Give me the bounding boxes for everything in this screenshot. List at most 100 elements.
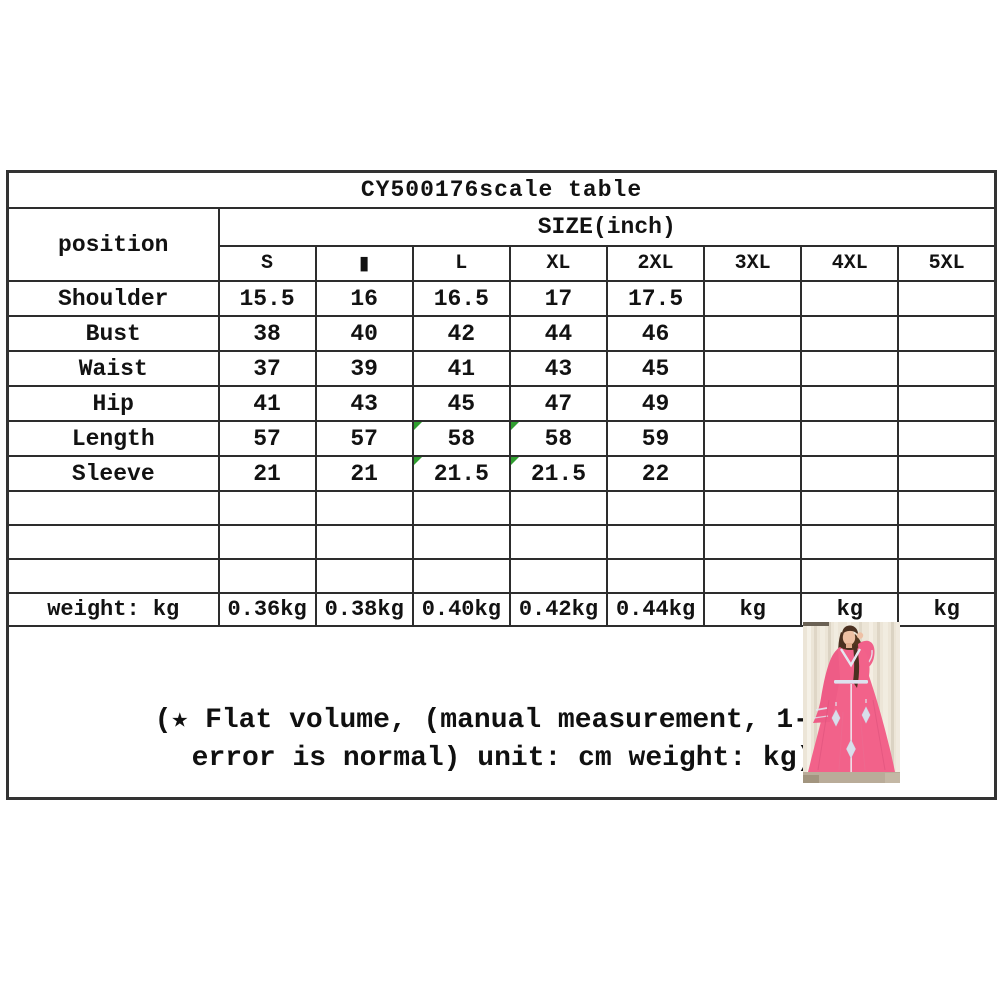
empty-cell	[314, 524, 414, 560]
table-row-hip: Hip 41 43 45 47 49	[6, 385, 997, 422]
empty-cell	[6, 490, 220, 526]
empty-cell	[800, 524, 900, 560]
size-cell	[703, 315, 803, 352]
empty-cell	[314, 558, 414, 594]
empty-cell	[897, 490, 997, 526]
excel-flag-icon	[511, 423, 519, 430]
size-cell	[800, 455, 900, 492]
size-cell	[897, 420, 997, 457]
note-line-1: (★ Flat volume, (manual measurement, 1-3…	[154, 705, 861, 736]
empty-cell	[314, 490, 414, 526]
weight-cell: 0.38kg	[314, 592, 414, 627]
table-row-length: Length 57 57 58 58 59	[6, 420, 997, 457]
size-col-2xl: 2XL	[605, 245, 706, 282]
size-col-s: S	[217, 245, 317, 282]
weight-cell: kg	[703, 592, 803, 627]
row-label: Hip	[6, 385, 220, 422]
size-cell	[897, 385, 997, 422]
size-chart-sheet: CY500176scale table position SIZE(inch) …	[6, 170, 997, 800]
weight-cell: 0.36kg	[217, 592, 317, 627]
empty-cell	[411, 524, 511, 560]
size-cell	[800, 315, 900, 352]
empty-cell	[508, 490, 609, 526]
empty-cell	[217, 524, 317, 560]
table-row-sleeve: Sleeve 21 21 21.5 21.5 22	[6, 455, 997, 492]
weight-cell: kg	[800, 592, 900, 627]
size-cell: 43	[314, 385, 414, 422]
table-row: CY500176scale table	[6, 170, 997, 209]
position-header: position	[6, 207, 220, 282]
size-cell	[897, 455, 997, 492]
weight-cell: kg	[897, 592, 997, 627]
excel-flag-icon	[414, 458, 422, 465]
row-label: Waist	[6, 350, 220, 387]
empty-cell	[605, 490, 706, 526]
product-photo	[803, 622, 900, 783]
size-col-3xl: 3XL	[703, 245, 803, 282]
table-row: S ▮ L XL 2XL 3XL 4XL 5XL	[8, 245, 997, 282]
cell-value: 58	[447, 425, 476, 452]
size-cell	[897, 350, 997, 387]
excel-flag-icon	[511, 458, 519, 465]
table-row-empty	[6, 524, 997, 560]
table-row-waist: Waist 37 39 41 43 45	[6, 350, 997, 387]
size-cell: 44	[508, 315, 609, 352]
empty-cell	[217, 558, 317, 594]
empty-cell	[411, 558, 511, 594]
row-label: weight: kg	[6, 592, 220, 627]
size-cell: 41	[411, 350, 511, 387]
size-cell: 57	[314, 420, 414, 457]
table-row-empty	[6, 558, 997, 594]
table-row: position SIZE(inch)	[6, 207, 997, 282]
size-table: CY500176scale table position SIZE(inch) …	[6, 170, 997, 800]
size-cell	[800, 420, 900, 457]
empty-cell	[6, 558, 220, 594]
table-title: CY500176scale table	[6, 170, 997, 209]
size-cell: 16.5	[411, 280, 511, 317]
table-row-shoulder: Shoulder 15.5 16 16.5 17 17.5	[6, 280, 997, 317]
row-label: Sleeve	[6, 455, 220, 492]
size-cell: 49	[605, 385, 706, 422]
size-cell: 21.5	[508, 455, 609, 492]
size-cell: 17.5	[605, 280, 706, 317]
size-cell: 40	[314, 315, 414, 352]
table-row-empty	[6, 490, 997, 526]
cell-value: 21.5	[530, 460, 587, 487]
size-cell: 15.5	[217, 280, 317, 317]
size-cell	[703, 455, 803, 492]
size-cell	[703, 280, 803, 317]
table-row-bust: Bust 38 40 42 44 46	[6, 315, 997, 352]
note-line-2: error is normal) unit: cm weight: kg)	[191, 743, 814, 774]
row-label: Length	[6, 420, 220, 457]
size-cell: 58	[508, 420, 609, 457]
size-cell: 58	[411, 420, 511, 457]
weight-cell: 0.42kg	[508, 592, 609, 627]
empty-cell	[703, 558, 803, 594]
empty-cell	[605, 524, 706, 560]
weight-cell: 0.44kg	[605, 592, 706, 627]
size-cell: 59	[605, 420, 706, 457]
size-cell: 37	[217, 350, 317, 387]
empty-cell	[897, 558, 997, 594]
size-cell: 57	[217, 420, 317, 457]
size-cell	[800, 280, 900, 317]
empty-cell	[800, 490, 900, 526]
row-label: Bust	[6, 315, 220, 352]
row-label: Shoulder	[6, 280, 220, 317]
empty-cell	[217, 490, 317, 526]
empty-cell	[800, 558, 900, 594]
size-cell: 21	[217, 455, 317, 492]
size-unit-header: SIZE(inch)	[217, 207, 997, 247]
size-cell	[800, 350, 900, 387]
size-cell: 17	[508, 280, 609, 317]
size-col-5xl: 5XL	[897, 245, 997, 282]
size-cell: 38	[217, 315, 317, 352]
size-cell	[703, 385, 803, 422]
excel-flag-icon	[414, 423, 422, 430]
size-cell	[703, 420, 803, 457]
empty-cell	[605, 558, 706, 594]
dress-photo-illustration	[803, 622, 900, 783]
size-cell: 41	[217, 385, 317, 422]
size-cell: 46	[605, 315, 706, 352]
